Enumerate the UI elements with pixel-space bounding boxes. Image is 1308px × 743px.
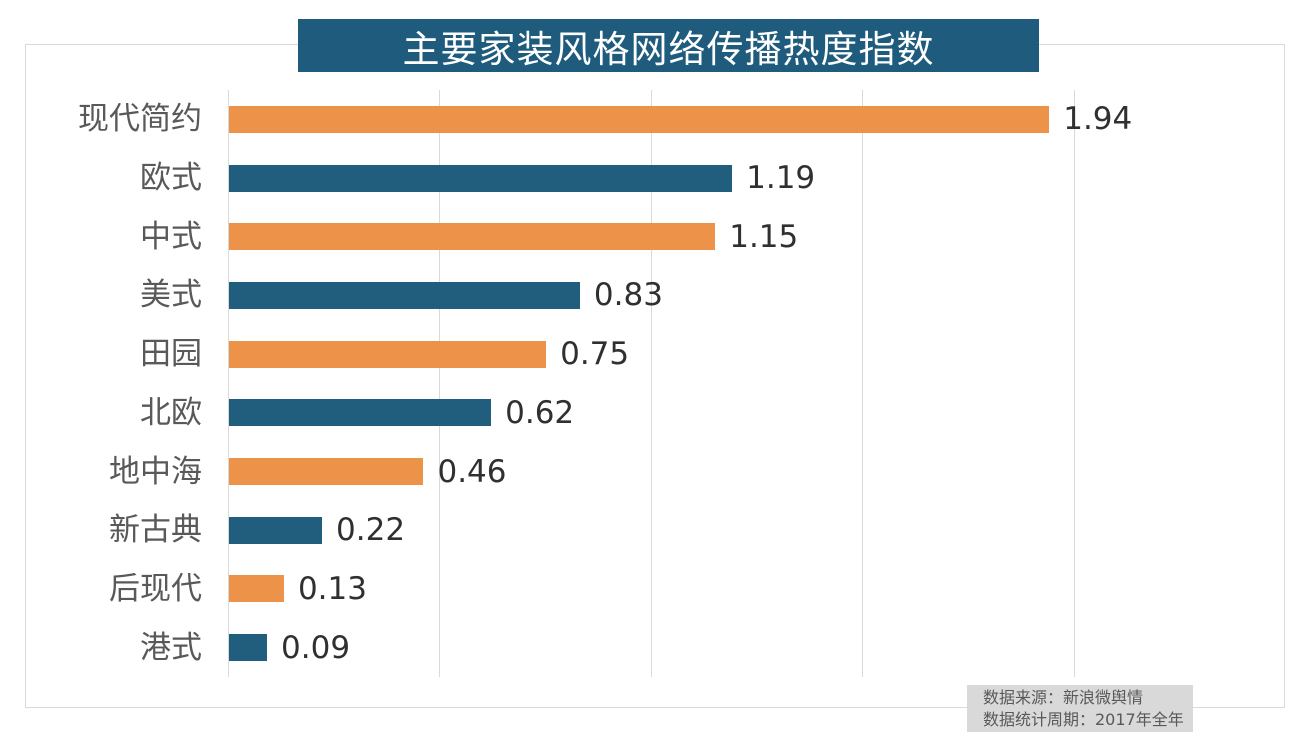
- y-axis-line: [228, 90, 229, 677]
- value-label: 1.94: [1063, 101, 1133, 138]
- value-label: 0.22: [336, 512, 406, 549]
- value-label: 0.62: [505, 394, 575, 431]
- category-label: 中式: [140, 218, 202, 255]
- bar-row: 北欧 0.62: [140, 384, 1285, 443]
- value-label: 0.09: [281, 629, 351, 666]
- category-label: 北欧: [140, 394, 202, 431]
- bar-row: 中式 1.15: [140, 207, 1285, 266]
- chart-title-banner: 主要家装风格网络传播热度指数: [298, 19, 1039, 72]
- gridline: [650, 90, 652, 677]
- bar: [229, 399, 492, 427]
- bar: [229, 281, 580, 309]
- value-label: 1.19: [746, 160, 816, 197]
- bar-row: 欧式 1.19: [140, 149, 1285, 208]
- bar-row: 田园 0.75: [140, 325, 1285, 384]
- chart-title: 主要家装风格网络传播热度指数: [402, 27, 935, 71]
- bar: [229, 516, 323, 544]
- bar-row: 现代简约 1.94: [78, 90, 1285, 149]
- value-label: 0.46: [437, 453, 507, 490]
- plot-area: 现代简约 1.94 欧式 1.19 中式 1.15 美式 0.83 田园 0.75 北欧 0.62 地中…: [78, 90, 1285, 677]
- category-label: 港式: [140, 629, 202, 666]
- category-label: 现代简约: [78, 101, 202, 138]
- gridline: [439, 90, 441, 677]
- bar: [229, 458, 424, 486]
- source-line-1: 数据来源：新浪微舆情: [983, 688, 1144, 707]
- bar: [229, 575, 284, 603]
- value-label: 0.75: [560, 336, 630, 373]
- bar-row: 新古典 0.22: [109, 501, 1285, 560]
- category-label: 后现代: [109, 570, 202, 607]
- source-line-2: 数据统计周期：2017年全年: [983, 710, 1184, 729]
- bar-row: 港式 0.09: [140, 618, 1285, 677]
- value-label: 0.83: [593, 277, 663, 314]
- bar: [229, 105, 1050, 133]
- bar: [229, 634, 268, 662]
- bar: [229, 164, 733, 192]
- category-label: 田园: [140, 336, 202, 373]
- bar-row: 地中海 0.46: [109, 442, 1285, 501]
- value-label: 1.15: [729, 218, 799, 255]
- source-note: 数据来源：新浪微舆情 数据统计周期：2017年全年: [967, 685, 1193, 732]
- gridline: [862, 90, 864, 677]
- category-label: 美式: [140, 277, 202, 314]
- gridline: [1073, 90, 1075, 677]
- bar: [229, 223, 716, 251]
- value-label: 0.13: [297, 570, 367, 607]
- bar-row: 美式 0.83: [140, 266, 1285, 325]
- category-label: 地中海: [109, 453, 202, 490]
- bar: [229, 340, 547, 368]
- bar-row: 后现代 0.13: [109, 560, 1285, 619]
- category-label: 新古典: [109, 512, 202, 549]
- category-label: 欧式: [140, 160, 202, 197]
